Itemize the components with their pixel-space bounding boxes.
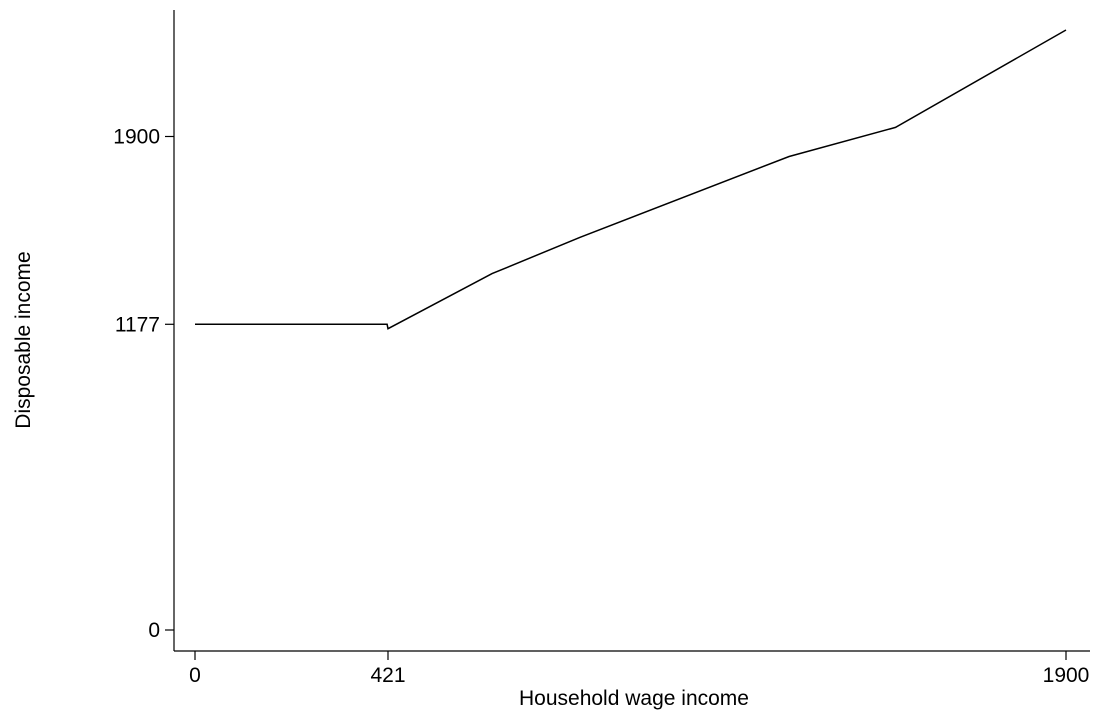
x-tick-label: 421 <box>370 664 405 687</box>
y-axis-title: Disposable income <box>12 251 35 428</box>
y-ticks: 0 1177 1900 <box>113 125 174 642</box>
series-line-0 <box>195 29 1067 330</box>
x-tick-label: 0 <box>189 664 201 687</box>
x-ticks: 0 421 1900 <box>189 651 1089 687</box>
y-tick-label: 0 <box>148 619 160 642</box>
x-tick-label: 1900 <box>1043 664 1090 687</box>
series-layer <box>195 29 1067 330</box>
axes <box>173 10 1090 652</box>
x-axis-title: Household wage income <box>519 687 749 710</box>
y-tick-label: 1900 <box>113 125 160 148</box>
y-tick-label: 1177 <box>115 313 160 336</box>
